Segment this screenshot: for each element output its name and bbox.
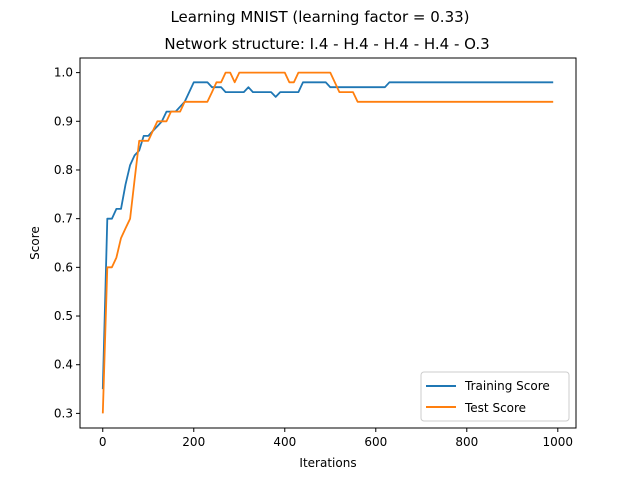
x-tick-label: 400 — [273, 435, 296, 449]
chart-suptitle: Learning MNIST (learning factor = 0.33) — [170, 8, 469, 26]
legend: Training Score Test Score — [420, 371, 570, 422]
x-tick-label: 1000 — [543, 435, 574, 449]
y-tick-label: 0.7 — [54, 212, 73, 226]
legend-label-test-score: Test Score — [464, 401, 526, 415]
y-tick-label: 1.0 — [54, 66, 73, 80]
x-tick-label: 800 — [455, 435, 478, 449]
axis-ticks: 0 200 400 600 800 1000 0.3 0.4 0.5 0.6 0.7 0.8 0.9 1.… — [54, 66, 573, 449]
legend-label-training-score: Training Score — [464, 379, 550, 393]
plot-area — [101, 71, 554, 414]
x-tick-label: 200 — [182, 435, 205, 449]
y-axis-label: Score — [28, 226, 42, 260]
y-tick-label: 0.4 — [54, 358, 73, 372]
legend-box — [420, 371, 570, 422]
series-line-training-score — [101, 81, 554, 390]
y-tick-label: 0.8 — [54, 163, 73, 177]
x-axis-label: Iterations — [299, 456, 356, 470]
y-tick-label: 0.5 — [54, 309, 73, 323]
series-line-test-score — [101, 71, 554, 414]
x-tick-label: 600 — [364, 435, 387, 449]
axes-frame — [79, 57, 577, 429]
y-tick-label: 0.3 — [54, 406, 73, 420]
y-tick-label: 0.6 — [54, 260, 73, 274]
chart-title: Network structure: I.4 - H.4 - H.4 - H.4… — [164, 35, 489, 53]
y-tick-label: 0.9 — [54, 114, 73, 128]
x-tick-label: 0 — [99, 435, 107, 449]
